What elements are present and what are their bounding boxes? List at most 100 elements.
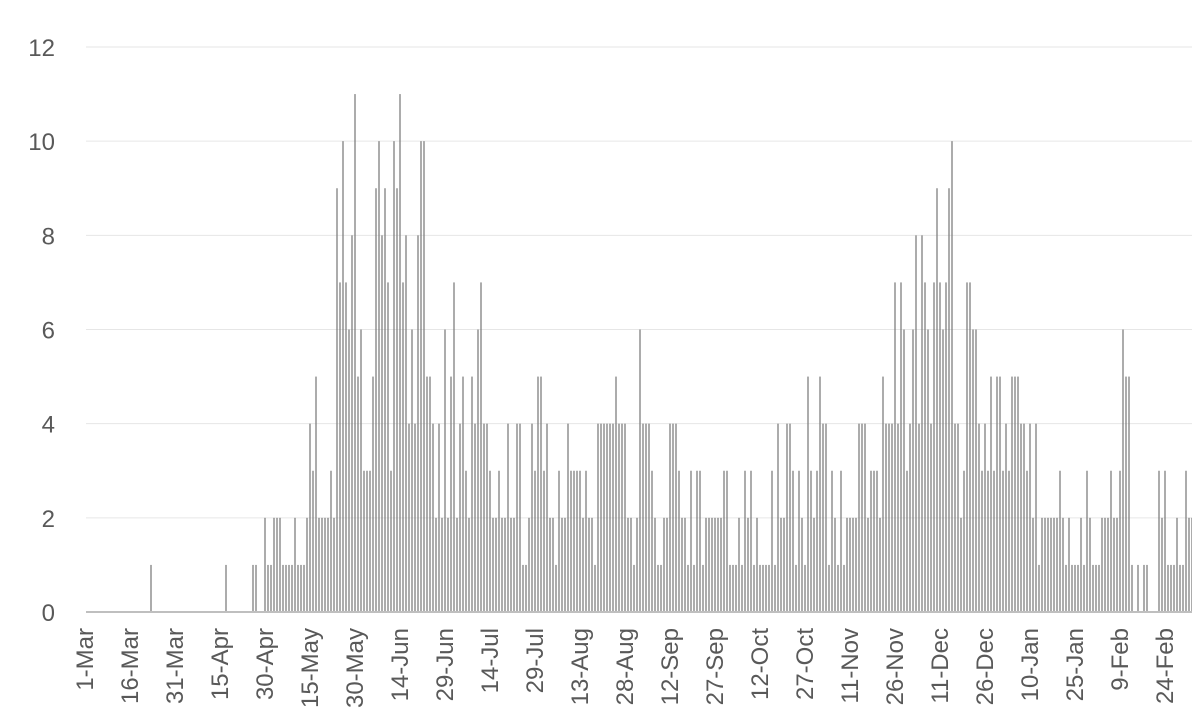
bar [519, 423, 521, 612]
bar [573, 470, 575, 612]
bar [864, 423, 866, 612]
bar [327, 517, 329, 612]
bar [756, 517, 758, 612]
bar [909, 423, 911, 612]
bar [357, 376, 359, 612]
bar [939, 282, 941, 612]
bar [441, 517, 443, 612]
bar [555, 564, 557, 612]
bar [375, 188, 377, 612]
x-tick-label: 27-Sep [702, 628, 729, 705]
bar [798, 470, 800, 612]
bar [543, 470, 545, 612]
bar [894, 282, 896, 612]
bar [1170, 564, 1172, 612]
bar [525, 564, 527, 612]
bar [954, 423, 956, 612]
bar [918, 423, 920, 612]
bar [615, 376, 617, 612]
bar [801, 517, 803, 612]
bar [654, 517, 656, 612]
bar [813, 517, 815, 612]
bar [531, 423, 533, 612]
bar [285, 564, 287, 612]
bar [1002, 470, 1004, 612]
bar [1110, 470, 1112, 612]
bar [1119, 470, 1121, 612]
bar [1041, 517, 1043, 612]
bar [687, 564, 689, 612]
bar [1053, 517, 1055, 612]
bar [957, 423, 959, 612]
bar [354, 94, 356, 613]
bar [1020, 423, 1022, 612]
bar [948, 188, 950, 612]
bar [495, 517, 497, 612]
y-tick-label: 4 [42, 412, 55, 439]
bar [762, 564, 764, 612]
bar [582, 517, 584, 612]
bar [300, 564, 302, 612]
y-tick-label: 6 [42, 318, 55, 345]
x-tick-label: 12-Oct [747, 628, 774, 700]
bar [1038, 564, 1040, 612]
bar [951, 141, 953, 612]
bar [1056, 517, 1058, 612]
bar [447, 517, 449, 612]
bar [705, 517, 707, 612]
bar [726, 470, 728, 612]
bar [945, 282, 947, 612]
bar [504, 517, 506, 612]
bar [492, 517, 494, 612]
bar [1074, 564, 1076, 612]
bar [930, 423, 932, 612]
bar [303, 564, 305, 612]
bar [1008, 470, 1010, 612]
bar [1032, 517, 1034, 612]
bar [516, 423, 518, 612]
bar [696, 470, 698, 612]
bar [645, 423, 647, 612]
bar [1011, 376, 1013, 612]
bar [852, 517, 854, 612]
bar [690, 470, 692, 612]
x-tick-label: 29-Jun [432, 628, 459, 701]
bar [996, 376, 998, 612]
bar [972, 329, 974, 612]
bar [1182, 564, 1184, 612]
bar [1164, 470, 1166, 612]
bar [810, 470, 812, 612]
bar [609, 423, 611, 612]
bar [468, 517, 470, 612]
bar [1122, 329, 1124, 612]
y-tick-label: 12 [28, 35, 55, 62]
bar [942, 329, 944, 612]
bar [1089, 517, 1091, 612]
bar [846, 517, 848, 612]
bar [372, 376, 374, 612]
bar [975, 329, 977, 612]
bar [711, 517, 713, 612]
bar [312, 470, 314, 612]
bar [1167, 564, 1169, 612]
bar [729, 564, 731, 612]
bar [750, 470, 752, 612]
bar [570, 470, 572, 612]
bar [288, 564, 290, 612]
bar [585, 470, 587, 612]
bar [867, 517, 869, 612]
bar [621, 423, 623, 612]
bar [522, 564, 524, 612]
x-tick-label: 16-Mar [117, 628, 144, 704]
bar [630, 517, 632, 612]
bar [969, 282, 971, 612]
bar [1029, 423, 1031, 612]
bar [858, 423, 860, 612]
bar [759, 564, 761, 612]
bar [276, 517, 278, 612]
bar [765, 564, 767, 612]
bar [579, 470, 581, 612]
bar [480, 282, 482, 612]
bar [513, 517, 515, 612]
